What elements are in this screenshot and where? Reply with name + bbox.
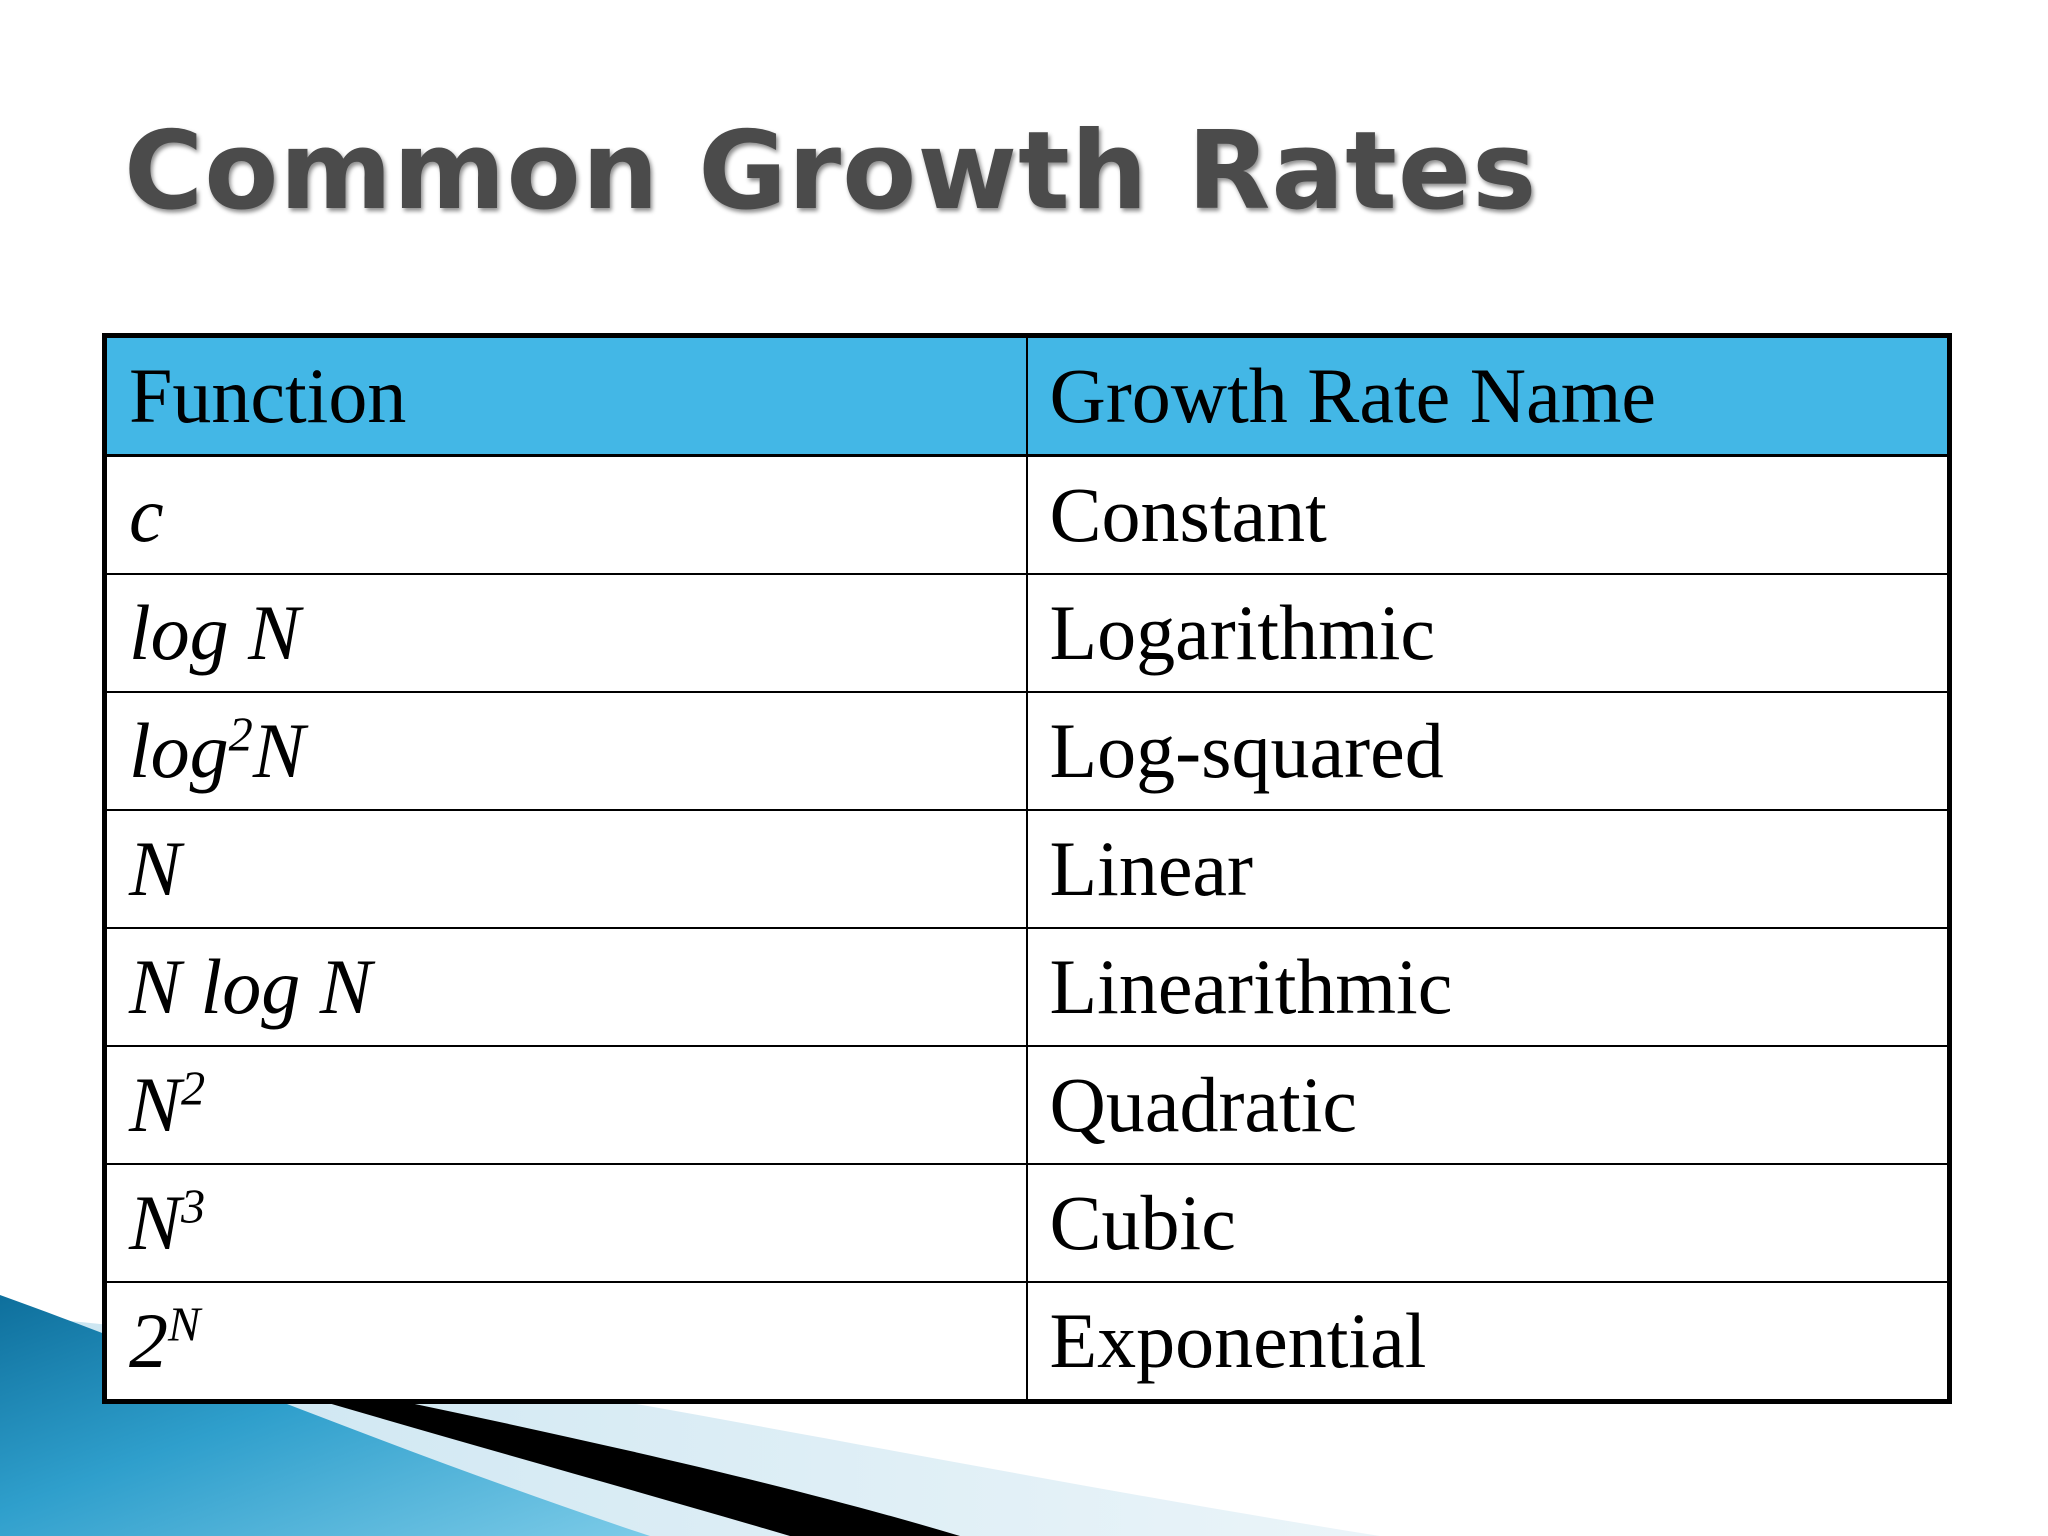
function-base: N xyxy=(129,1179,182,1266)
growth-rate-name-cell: Logarithmic xyxy=(1025,573,1951,693)
growth-rate-name-cell: Cubic xyxy=(1025,1163,1951,1283)
function-cell: N3 xyxy=(103,1163,1028,1283)
function-base: N xyxy=(129,825,182,912)
table-row: log2N Log-squared xyxy=(103,691,1951,811)
table-row: N2 Quadratic xyxy=(103,1045,1951,1165)
function-superscript: 3 xyxy=(181,1180,206,1234)
slide-title: Common Growth Rates xyxy=(124,109,1538,234)
function-superscript: 2 xyxy=(228,708,253,762)
growth-rate-name-cell: Constant xyxy=(1025,454,1951,575)
function-base: c xyxy=(129,471,164,558)
function-base: N xyxy=(129,1061,182,1148)
table-header-row: Function Growth Rate Name xyxy=(103,334,1951,457)
table-row: 2N Exponential xyxy=(103,1281,1951,1403)
column-header-growth-rate-name: Growth Rate Name xyxy=(1025,334,1951,457)
table-row: log N Logarithmic xyxy=(103,573,1951,693)
growth-rate-name-cell: Quadratic xyxy=(1025,1045,1951,1165)
function-superscript: N xyxy=(168,1298,201,1352)
function-cell: c xyxy=(103,454,1028,575)
growth-rates-table: Function Growth Rate Name c Constant log… xyxy=(102,333,1952,1404)
function-cell: N xyxy=(103,809,1028,929)
function-base: log xyxy=(129,707,229,794)
table-row: N Linear xyxy=(103,809,1951,929)
function-cell: 2N xyxy=(103,1281,1028,1403)
function-cell: N2 xyxy=(103,1045,1028,1165)
function-base: N log N xyxy=(129,943,372,1030)
growth-rate-name-cell: Log-squared xyxy=(1025,691,1951,811)
function-cell: log2N xyxy=(103,691,1028,811)
growth-rate-name-cell: Exponential xyxy=(1025,1281,1951,1403)
table-row: N log N Linearithmic xyxy=(103,927,1951,1047)
table-row: c Constant xyxy=(103,454,1951,575)
table-row: N3 Cubic xyxy=(103,1163,1951,1283)
function-cell: log N xyxy=(103,573,1028,693)
column-header-function: Function xyxy=(103,334,1028,457)
function-tail: N xyxy=(252,707,305,794)
function-cell: N log N xyxy=(103,927,1028,1047)
growth-rate-name-cell: Linear xyxy=(1025,809,1951,929)
function-superscript: 2 xyxy=(181,1062,206,1116)
growth-rate-name-cell: Linearithmic xyxy=(1025,927,1951,1047)
function-base: 2 xyxy=(129,1297,168,1384)
function-base: log N xyxy=(129,589,301,676)
